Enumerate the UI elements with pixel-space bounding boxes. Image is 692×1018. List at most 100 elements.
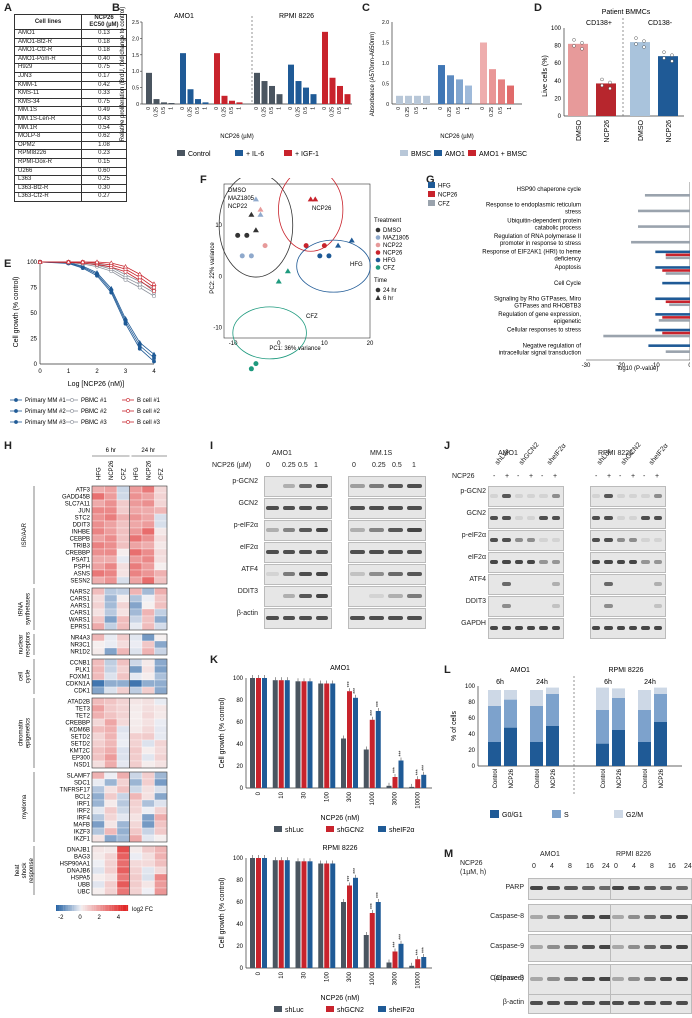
panel-i-band [350,505,365,510]
panel-g-chart: -30 -20 -10 0 HFG NCP26 CFZ HSP90 chaperone cyc… [428,182,690,372]
panel-i-band [299,505,312,510]
bar [310,94,317,104]
heatmap-cell [129,658,143,667]
panel-j-band [653,603,662,608]
significance-stars: *** [393,942,399,948]
column-label: NCP26 [146,460,152,480]
panel-j-band [514,559,523,564]
heatmap-cell [154,658,168,667]
table-header-ec50-name: NCP26 [94,15,114,21]
pathway-label: Response to endoplasmic reticulum [486,203,581,209]
bar [180,53,186,104]
heatmap-cell [104,827,118,836]
heatmap-cell [129,520,143,529]
heatmap-cell [129,813,143,822]
pathway-label: Regulation of gene expression, [498,312,581,318]
x-tick-label: 1 [465,107,471,110]
heatmap-cell [129,562,143,571]
panel-m-band [581,1001,595,1005]
heatmap-cell [91,576,105,585]
y-tick-label: 1.0 [382,61,389,67]
heatmap-cell [91,866,105,875]
legend-gradient-stop [70,905,73,911]
panel-c-ylabel: Absorbance (A570nm-A650nm) [370,32,376,116]
bar [405,95,412,104]
x-tick-label: 0.25 [330,107,336,117]
heatmap-cell [116,534,130,543]
panel-i-band [266,527,279,532]
heatmap-cell [141,679,155,688]
stacked-bar-segment [546,694,559,726]
legend-swatch [326,1006,334,1012]
heatmap-cell [91,806,105,815]
significance-stars: *** [393,767,399,773]
x-tick-label: 3 [124,369,128,375]
bar [236,102,243,104]
heatmap-cell [116,541,130,550]
panel-i-band [407,505,422,510]
x-tick-label: 1 [423,107,429,110]
heatmap-cell [129,792,143,801]
column-label: CFZ [159,468,165,480]
heatmap-cell [116,887,130,896]
panel-m-band [612,977,624,981]
panel-i-band [282,615,295,620]
cluster-ellipse [232,306,307,360]
bar [658,319,690,322]
heatmap-cell [116,608,130,617]
panel-j-band [616,515,625,520]
heatmap-cell [129,485,143,494]
x-tick-label: Control [493,769,499,788]
panel-i-band [388,505,403,510]
gene-label: TET3 [75,707,90,713]
panel-m-band [628,945,640,949]
heatmap-cell [154,778,168,787]
bar [603,334,690,338]
heatmap-cell [154,866,168,875]
heatmap-cell [129,704,143,713]
legend-label: log2 FC [132,907,154,913]
panel-i-protein-label: p-GCN2 [232,478,258,485]
panel-m-band [564,915,578,919]
y-tick-label: 2.5 [132,20,139,26]
bar [256,858,261,968]
bar [347,691,352,788]
panel-j-band [653,493,662,498]
legend-swatch-amo1 [434,150,442,156]
cell-line-name: MM.1S-Len-R [14,114,82,125]
panel-i-band [369,483,384,488]
bar [272,860,278,968]
heatmap-cell [91,753,105,762]
stacked-bar-segment [488,706,501,742]
data-point [152,359,156,364]
panel-j-band [527,625,536,630]
cluster-label: NCP22 [228,204,248,210]
pathway-label: Ubiquitin-dependent protein [507,218,581,224]
cell-line-name: L363 [14,175,82,185]
legend-label: CFZ [438,202,450,208]
bar [250,678,255,788]
heatmap-cell [154,608,168,617]
heatmap-cell [154,499,168,508]
heatmap-cell [116,753,130,762]
x-tick-label: 100 [324,971,330,982]
y-tick-label: 0 [386,102,389,108]
heatmap-cell [91,785,105,794]
gene-label: IRF4 [77,816,91,822]
panel-i-conc: 0 [352,462,356,469]
legend-gradient-stop [93,905,96,911]
panel-m-band [612,945,624,949]
panel-m-protein-label: Caspase-9 [490,943,524,950]
heatmap-cell [91,499,105,508]
bar [568,43,588,117]
panel-i-band [299,527,312,532]
panel-label-l: L [444,664,451,676]
legend-gradient-stop [99,905,102,911]
panel-m-band [644,886,656,890]
heatmap-cell [116,771,130,780]
legend-label: B cell #2 [137,409,161,415]
x-tick-label: 1 [67,369,71,375]
bar [456,79,463,104]
heatmap-cell [91,739,105,748]
panel-m-band [530,886,544,890]
